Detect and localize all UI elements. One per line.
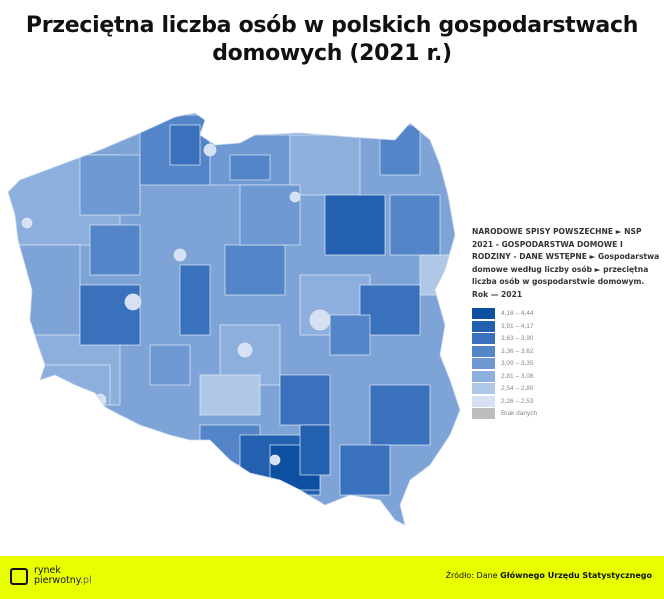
rynekpierwotny-logo[interactable]: rynek pierwotny.pl xyxy=(10,566,92,586)
legend-swatch xyxy=(472,370,495,382)
legend-swatch xyxy=(472,408,495,420)
legend-item: 2,54 – 2,80 xyxy=(472,383,662,396)
title-line-1: Przeciętna liczba osób w polskich gospod… xyxy=(25,13,639,38)
legend-item: 3,63 – 3,90 xyxy=(472,333,662,346)
poland-choropleth-map xyxy=(7,112,461,526)
legend-title: NARODOWE SPISY POWSZECHNE ► NSP 2021 - G… xyxy=(472,227,660,299)
legend-item: 3,09 – 3,35 xyxy=(472,358,662,371)
logo-square-icon xyxy=(10,567,28,585)
legend-swatch xyxy=(472,320,495,332)
legend-item: Brak danych xyxy=(472,408,662,421)
legend-swatch xyxy=(472,358,495,370)
legend-item: 3,36 – 3,62 xyxy=(472,345,662,358)
page-title: Przeciętna liczba osób w polskich gospod… xyxy=(0,12,664,68)
footer-bar: rynek pierwotny.pl Źródło: Dane Głównego… xyxy=(0,556,664,599)
legend-swatch xyxy=(472,333,495,345)
legend-swatch xyxy=(472,308,495,320)
legend-items: 4,18 – 4,44 3,91 – 4,17 3,63 – 3,90 3,36… xyxy=(472,308,662,421)
source-note: Źródło: Dane Głównego Urzędu Statystyczn… xyxy=(445,571,652,580)
title-line-2: domowych (2021 r.) xyxy=(212,41,452,66)
logo-text: rynek pierwotny.pl xyxy=(34,565,92,586)
legend-swatch xyxy=(472,383,495,395)
legend-item: 2,26 – 2,53 xyxy=(472,395,662,408)
legend-swatch xyxy=(472,345,495,357)
legend-item: 2,81 – 3,08 xyxy=(472,370,662,383)
legend-item: 3,91 – 4,17 xyxy=(472,320,662,333)
legend-swatch xyxy=(472,395,495,407)
map-legend: NARODOWE SPISY POWSZECHNE ► NSP 2021 - G… xyxy=(472,226,662,420)
legend-item: 4,18 – 4,44 xyxy=(472,308,662,321)
